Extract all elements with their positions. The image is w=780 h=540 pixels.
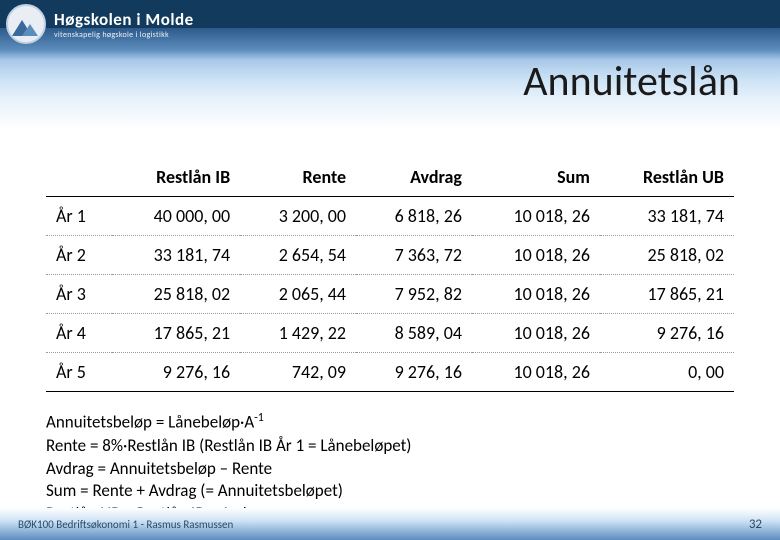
formula-text: Annuitetsbeløp = Lånebeløp·A	[46, 412, 254, 433]
footer-text: BØK100 Bedriftsøkonomi 1 - Rasmus Rasmus…	[18, 518, 233, 531]
cell: 17 865, 21	[600, 275, 734, 314]
logo-text: Høgskolen i Molde vitenskapelig høgskole…	[54, 9, 194, 40]
slide-number: 32	[749, 517, 762, 532]
col-avdrag: Avdrag	[356, 160, 472, 197]
slide-content: Restlån IB Rente Avdrag Sum Restlån UB Å…	[0, 130, 780, 526]
cell: År 2	[46, 236, 112, 275]
amortization-table: Restlån IB Rente Avdrag Sum Restlån UB Å…	[46, 160, 734, 392]
cell: År 3	[46, 275, 112, 314]
logo-main: Høgskolen i Molde	[54, 9, 194, 30]
formula-line: Rente = 8%·Restlån IB (Restlån IB År 1 =…	[46, 435, 734, 458]
col-rente: Rente	[240, 160, 356, 197]
logo: Høgskolen i Molde vitenskapelig høgskole…	[6, 4, 194, 44]
cell: 17 865, 21	[112, 314, 240, 353]
cell: 10 018, 26	[472, 275, 600, 314]
col-restlan-ub: Restlån UB	[600, 160, 734, 197]
cell: 25 818, 02	[600, 236, 734, 275]
slide-title: Annuitetslån	[523, 56, 740, 107]
formula-line: Avdrag = Annuitetsbeløp – Rente	[46, 458, 734, 481]
slide-header: Høgskolen i Molde vitenskapelig høgskole…	[0, 0, 780, 130]
cell: 10 018, 26	[472, 353, 600, 392]
table-row: År 5 9 276, 16 742, 09 9 276, 16 10 018,…	[46, 353, 734, 392]
cell: 742, 09	[240, 353, 356, 392]
cell: 33 181, 74	[600, 197, 734, 236]
logo-emblem	[6, 4, 46, 44]
cell: År 4	[46, 314, 112, 353]
table-row: År 4 17 865, 21 1 429, 22 8 589, 04 10 0…	[46, 314, 734, 353]
cell: År 1	[46, 197, 112, 236]
table-header-row: Restlån IB Rente Avdrag Sum Restlån UB	[46, 160, 734, 197]
slide-footer: BØK100 Bedriftsøkonomi 1 - Rasmus Rasmus…	[0, 508, 780, 540]
cell: 2 065, 44	[240, 275, 356, 314]
cell: 9 276, 16	[600, 314, 734, 353]
cell: 40 000, 00	[112, 197, 240, 236]
logo-sub: vitenskapelig høgskole i logistikk	[54, 30, 194, 40]
cell: 8 589, 04	[356, 314, 472, 353]
cell: 7 363, 72	[356, 236, 472, 275]
table-row: År 3 25 818, 02 2 065, 44 7 952, 82 10 0…	[46, 275, 734, 314]
cell: 25 818, 02	[112, 275, 240, 314]
cell: 6 818, 26	[356, 197, 472, 236]
cell: 9 276, 16	[356, 353, 472, 392]
table-row: År 2 33 181, 74 2 654, 54 7 363, 72 10 0…	[46, 236, 734, 275]
cell: År 5	[46, 353, 112, 392]
col-year	[46, 160, 112, 197]
cell: 0, 00	[600, 353, 734, 392]
cell: 10 018, 26	[472, 314, 600, 353]
col-restlan-ib: Restlån IB	[112, 160, 240, 197]
cell: 10 018, 26	[472, 236, 600, 275]
cell: 9 276, 16	[112, 353, 240, 392]
cell: 33 181, 74	[112, 236, 240, 275]
formula-sup: -1	[254, 411, 264, 425]
col-sum: Sum	[472, 160, 600, 197]
table-row: År 1 40 000, 00 3 200, 00 6 818, 26 10 0…	[46, 197, 734, 236]
cell: 2 654, 54	[240, 236, 356, 275]
cell: 10 018, 26	[472, 197, 600, 236]
table-body: År 1 40 000, 00 3 200, 00 6 818, 26 10 0…	[46, 197, 734, 392]
cell: 1 429, 22	[240, 314, 356, 353]
formula-line: Annuitetsbeløp = Lånebeløp·A-1	[46, 410, 734, 435]
formula-line: Sum = Rente + Avdrag (= Annuitetsbeløpet…	[46, 480, 734, 503]
cell: 7 952, 82	[356, 275, 472, 314]
mountain-icon	[22, 24, 38, 36]
cell: 3 200, 00	[240, 197, 356, 236]
